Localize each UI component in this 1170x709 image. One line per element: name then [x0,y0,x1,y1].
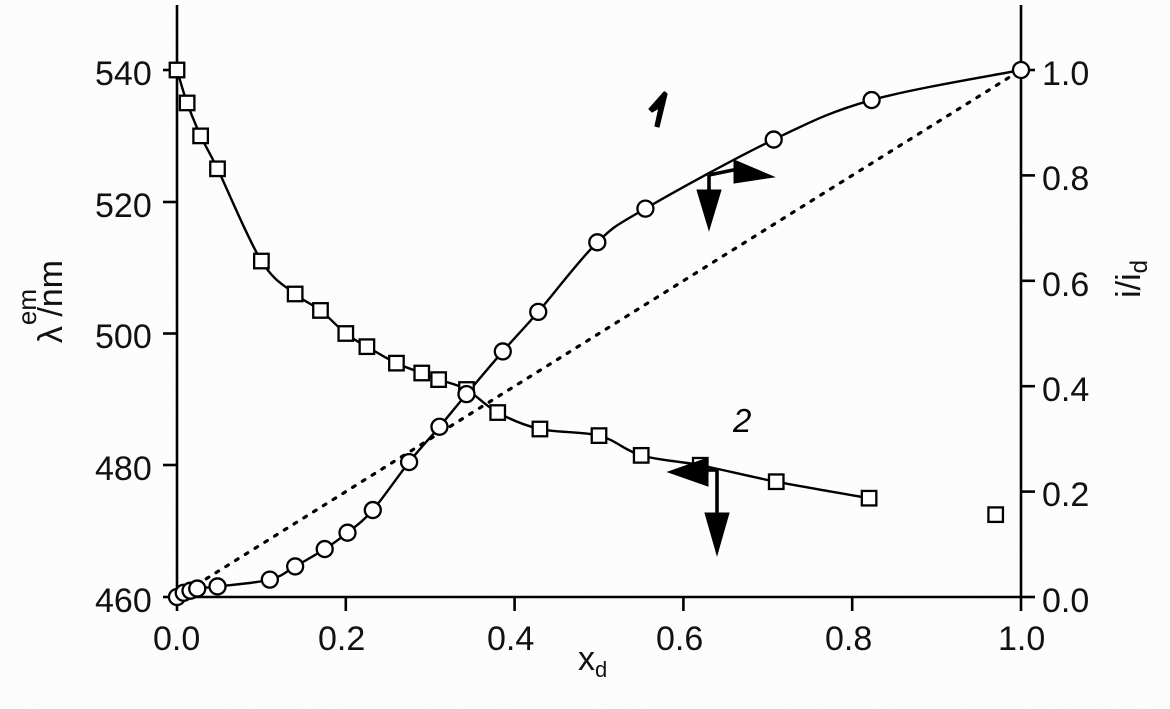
svg-text:2: 2 [732,402,751,439]
